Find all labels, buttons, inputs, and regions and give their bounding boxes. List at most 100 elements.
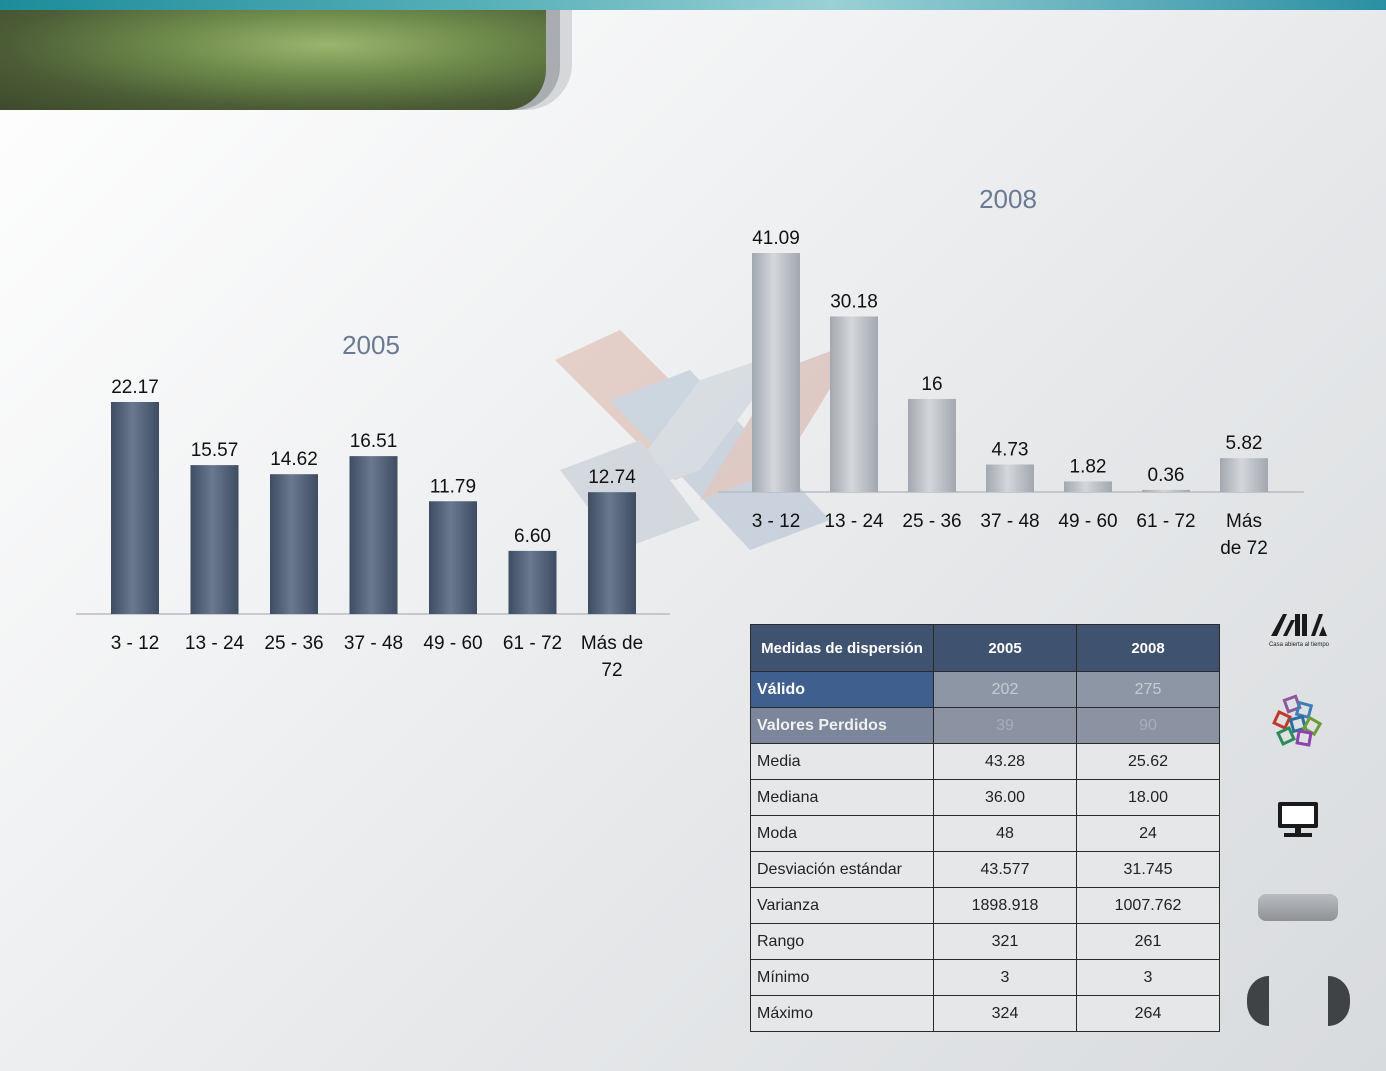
row-value-2005: 48 xyxy=(933,815,1077,852)
row-value-2005: 3 xyxy=(933,959,1077,996)
row-value-2008: 24 xyxy=(1076,815,1220,852)
logo-subtitle: Casa abierta al tiempo xyxy=(1268,642,1330,648)
row-value-2008: 275 xyxy=(1076,671,1220,708)
data-label: 1.82 xyxy=(1070,456,1107,477)
category-label: 25 - 36 xyxy=(902,511,961,532)
bar xyxy=(349,456,398,614)
data-label: 14.62 xyxy=(270,449,318,470)
row-value-2005: 39 xyxy=(933,707,1077,744)
row-value-2005: 36.00 xyxy=(933,779,1077,816)
row-label: Valores Perdidos xyxy=(750,707,934,744)
row-label: Media xyxy=(750,743,934,780)
table-header-measures: Medidas de dispersión xyxy=(750,624,934,672)
row-value-2005: 324 xyxy=(933,995,1077,1032)
table-row: Media 43.28 25.62 xyxy=(750,743,1220,780)
next-slide-button[interactable] xyxy=(1328,976,1350,1026)
dispersion-table: Medidas de dispersión 2005 2008 Válido 20… xyxy=(750,624,1220,1032)
category-label: 61 - 72 xyxy=(503,633,562,654)
bar xyxy=(270,474,318,614)
title-tab xyxy=(0,10,546,110)
table-row: Desviación estándar 43.577 31.745 xyxy=(750,851,1220,888)
bar xyxy=(190,465,239,614)
data-label: 16.51 xyxy=(350,431,398,452)
row-value-2008: 31.745 xyxy=(1076,851,1220,888)
table-header-row: Medidas de dispersión 2005 2008 xyxy=(750,624,1220,672)
chart-title: 2005 xyxy=(342,330,400,360)
data-label: 4.73 xyxy=(992,439,1029,460)
row-label: Moda xyxy=(750,815,934,852)
bar xyxy=(508,550,557,614)
bar xyxy=(588,492,636,614)
row-value-2008: 261 xyxy=(1076,923,1220,960)
data-label: 16 xyxy=(921,374,942,395)
category-label: 13 - 24 xyxy=(185,633,245,654)
row-value-2005: 1898.918 xyxy=(933,887,1077,924)
category-label: 3 - 12 xyxy=(111,633,160,654)
chart-2005: 2005 22.17 3 - 12 15.57 13 - 24 14.62 25 - 36 1… xyxy=(76,330,670,681)
row-value-2005: 43.577 xyxy=(933,851,1077,888)
uam-logo[interactable]: Casa abierta al tiempo xyxy=(1266,612,1332,648)
category-label: 37 - 48 xyxy=(980,511,1039,532)
data-label: 11.79 xyxy=(430,476,476,497)
bar xyxy=(1220,458,1268,492)
category-label: 37 - 48 xyxy=(344,633,403,654)
row-value-2008: 3 xyxy=(1076,959,1220,996)
bar xyxy=(752,253,800,492)
category-label: 25 - 36 xyxy=(264,633,323,654)
data-label: 22.17 xyxy=(111,377,159,398)
category-label: Más de 72 xyxy=(1220,511,1268,559)
row-value-2008: 25.62 xyxy=(1076,743,1220,780)
row-value-2008: 1007.762 xyxy=(1076,887,1220,924)
chart-title: 2008 xyxy=(979,184,1037,214)
category-label: 49 - 60 xyxy=(1058,511,1117,532)
table-row: Máximo 324 264 xyxy=(750,995,1220,1032)
row-value-2008: 90 xyxy=(1076,707,1220,744)
data-label: 5.82 xyxy=(1226,433,1263,454)
blocks-icon[interactable] xyxy=(1272,692,1324,748)
row-label: Desviación estándar xyxy=(750,851,934,888)
data-label: 12.74 xyxy=(588,467,636,488)
previous-slide-button[interactable] xyxy=(1247,976,1269,1026)
row-label: Varianza xyxy=(750,887,934,924)
bar xyxy=(986,464,1034,492)
table-row: Válido 202 275 xyxy=(750,671,1220,708)
table-row: Mínimo 3 3 xyxy=(750,959,1220,996)
bar xyxy=(429,501,477,614)
table-row: Valores Perdidos 39 90 xyxy=(750,707,1220,744)
row-label: Mediana xyxy=(750,779,934,816)
bar xyxy=(830,316,878,492)
data-label: 6.60 xyxy=(514,526,551,547)
top-accent-bar xyxy=(0,0,1386,10)
table-row: Varianza 1898.918 1007.762 xyxy=(750,887,1220,924)
row-label: Mínimo xyxy=(750,959,934,996)
monitor-icon[interactable] xyxy=(1276,800,1320,838)
category-label: Más de 72 xyxy=(581,633,643,681)
bar xyxy=(1064,481,1112,492)
row-label: Máximo xyxy=(750,995,934,1032)
category-label: 13 - 24 xyxy=(824,511,884,532)
table-row: Rango 321 261 xyxy=(750,923,1220,960)
category-label: 49 - 60 xyxy=(423,633,482,654)
row-value-2005: 202 xyxy=(933,671,1077,708)
data-label: 30.18 xyxy=(830,291,878,312)
bar xyxy=(908,398,956,492)
row-label: Válido xyxy=(750,671,934,708)
row-value-2005: 321 xyxy=(933,923,1077,960)
data-label: 15.57 xyxy=(191,440,239,461)
table-row: Moda 48 24 xyxy=(750,815,1220,852)
bar xyxy=(1142,489,1190,492)
data-label: 41.09 xyxy=(752,228,800,249)
category-label: 3 - 12 xyxy=(752,511,801,532)
row-value-2008: 264 xyxy=(1076,995,1220,1032)
bar xyxy=(111,402,159,614)
table-row: Mediana 36.00 18.00 xyxy=(750,779,1220,816)
row-value-2005: 43.28 xyxy=(933,743,1077,780)
row-label: Rango xyxy=(750,923,934,960)
menu-button[interactable] xyxy=(1258,894,1338,921)
category-label: 61 - 72 xyxy=(1136,511,1195,532)
row-value-2008: 18.00 xyxy=(1076,779,1220,816)
table-header-2008: 2008 xyxy=(1076,624,1220,672)
table-header-2005: 2005 xyxy=(933,624,1077,672)
chart-2008: 2008 41.09 3 - 12 30.18 13 - 24 16 25 - 36 4.73… xyxy=(718,184,1304,559)
data-label: 0.36 xyxy=(1148,465,1185,486)
